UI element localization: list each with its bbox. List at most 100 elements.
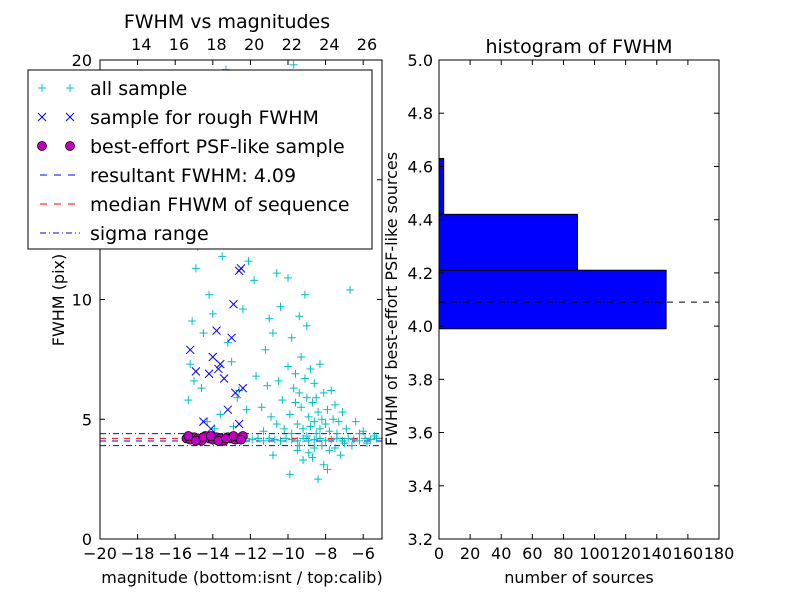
scatter-point xyxy=(331,400,339,409)
legend-marker xyxy=(37,112,47,122)
scatter-point xyxy=(278,396,287,405)
scatter-point xyxy=(295,441,304,450)
histogram-x-ticks: 0 20 40 60 80 100 120 140 160 180 xyxy=(434,60,734,563)
scatter-x-axis-label: magnitude (bottom:isnt / top:calib) xyxy=(101,568,382,587)
scatter-point xyxy=(308,398,317,407)
scatter-point xyxy=(276,302,285,311)
scatter-points xyxy=(181,60,381,484)
histogram-y-tick-label: 3.4 xyxy=(408,477,433,496)
legend-label: best-effort PSF-like sample xyxy=(90,136,345,158)
scatter-point xyxy=(342,424,351,433)
scatter-top-tick-label: 18 xyxy=(206,35,226,54)
scatter-point xyxy=(344,434,353,443)
scatter-x-tick-label: −6 xyxy=(351,544,375,563)
scatter-point xyxy=(312,429,321,438)
scatter-point xyxy=(265,434,274,443)
scatter-title: FWHM vs magnitudes xyxy=(124,11,330,33)
scatter-point xyxy=(250,276,259,285)
histogram-y-tick-label: 3.6 xyxy=(408,424,433,443)
histogram-y-tick-label: 4.4 xyxy=(408,211,433,230)
scatter-point xyxy=(272,269,281,278)
scatter-point xyxy=(268,451,277,460)
legend-marker xyxy=(66,84,74,92)
scatter-point xyxy=(321,420,330,429)
scatter-point xyxy=(238,383,248,393)
scatter-point xyxy=(304,412,313,421)
scatter-point xyxy=(274,376,283,385)
scatter-point xyxy=(314,475,323,484)
scatter-point xyxy=(323,465,332,474)
scatter-point xyxy=(219,374,229,383)
scatter-point xyxy=(317,441,326,450)
scatter-point xyxy=(306,422,315,431)
scatter-x-tick-label: −8 xyxy=(314,544,338,563)
scatter-point xyxy=(199,417,208,426)
histogram-y-tick-label: 4.6 xyxy=(408,157,433,176)
scatter-x-tick-label: −14 xyxy=(196,544,230,563)
scatter-point xyxy=(291,369,300,378)
scatter-point xyxy=(276,436,285,445)
scatter-point xyxy=(190,376,198,385)
scatter-point xyxy=(299,424,308,433)
scatter-point xyxy=(272,420,281,429)
scatter-point xyxy=(242,405,251,414)
histogram-panel: histogram of FWHM 0 20 40 60 80 100 120 140 160 1… xyxy=(382,36,734,587)
scatter-point xyxy=(336,451,345,460)
scatter-point xyxy=(223,338,232,347)
scatter-point xyxy=(349,435,358,444)
scatter-point xyxy=(210,424,219,433)
scatter-y-tick-label: 5 xyxy=(82,410,92,429)
histogram-x-tick-label: 20 xyxy=(460,544,480,563)
histogram-x-tick-label: 100 xyxy=(579,544,610,563)
scatter-point xyxy=(223,405,233,415)
scatter-point xyxy=(325,427,334,436)
scatter-point xyxy=(208,352,218,362)
scatter-point xyxy=(206,424,216,434)
scatter-point xyxy=(212,326,221,335)
scatter-point xyxy=(191,264,200,273)
scatter-point xyxy=(216,410,225,419)
scatter-point xyxy=(184,396,193,405)
histogram-y-tick-label: 4.2 xyxy=(408,264,433,283)
scatter-point xyxy=(285,410,294,419)
scatter-point xyxy=(293,436,302,445)
scatter-point xyxy=(362,439,371,448)
histogram-bar xyxy=(438,213,578,271)
legend-entry: all sample xyxy=(38,78,187,100)
scatter-point xyxy=(204,369,214,379)
scatter-point xyxy=(370,432,379,441)
scatter-point xyxy=(231,388,240,398)
scatter-point xyxy=(331,443,339,452)
histogram-title: histogram of FWHM xyxy=(485,36,672,58)
histogram-x-tick-label: 80 xyxy=(553,544,573,563)
scatter-top-ticks: 14 16 18 20 22 24 26 xyxy=(131,35,377,54)
histogram-x-tick-label: 40 xyxy=(491,544,511,563)
scatter-point xyxy=(310,435,319,444)
scatter-top-tick-label: 20 xyxy=(244,35,264,54)
scatter-y-tick-label: 20 xyxy=(72,51,92,70)
scatter-point xyxy=(257,403,266,412)
scatter-y-tick-label: 10 xyxy=(72,291,92,310)
histogram-y-ticks: 3.2 3.4 3.6 3.8 4.0 4.2 4.4 4.6 4.8 5.0 xyxy=(408,51,719,549)
scatter-point xyxy=(334,417,343,426)
scatter-point xyxy=(229,299,238,309)
scatter-point xyxy=(327,386,336,395)
legend-box xyxy=(27,69,373,250)
scatter-point xyxy=(191,366,201,376)
scatter-point xyxy=(293,420,302,429)
scatter-point xyxy=(315,360,324,369)
histogram-x-tick-label: 60 xyxy=(522,544,542,563)
histogram-x-tick-label: 180 xyxy=(704,544,735,563)
scatter-point xyxy=(203,417,212,426)
scatter-point xyxy=(197,384,206,393)
scatter-point xyxy=(323,405,332,414)
legend-label: resultant FWHM: 4.09 xyxy=(90,165,296,187)
histogram-y-tick-label: 3.8 xyxy=(408,370,433,389)
scatter-point xyxy=(319,460,328,469)
scatter-top-tick-label: 22 xyxy=(282,35,302,54)
scatter-point xyxy=(206,431,216,441)
legend-label: sigma range xyxy=(90,223,209,245)
scatter-point xyxy=(185,345,195,355)
histogram-frame xyxy=(438,59,720,540)
